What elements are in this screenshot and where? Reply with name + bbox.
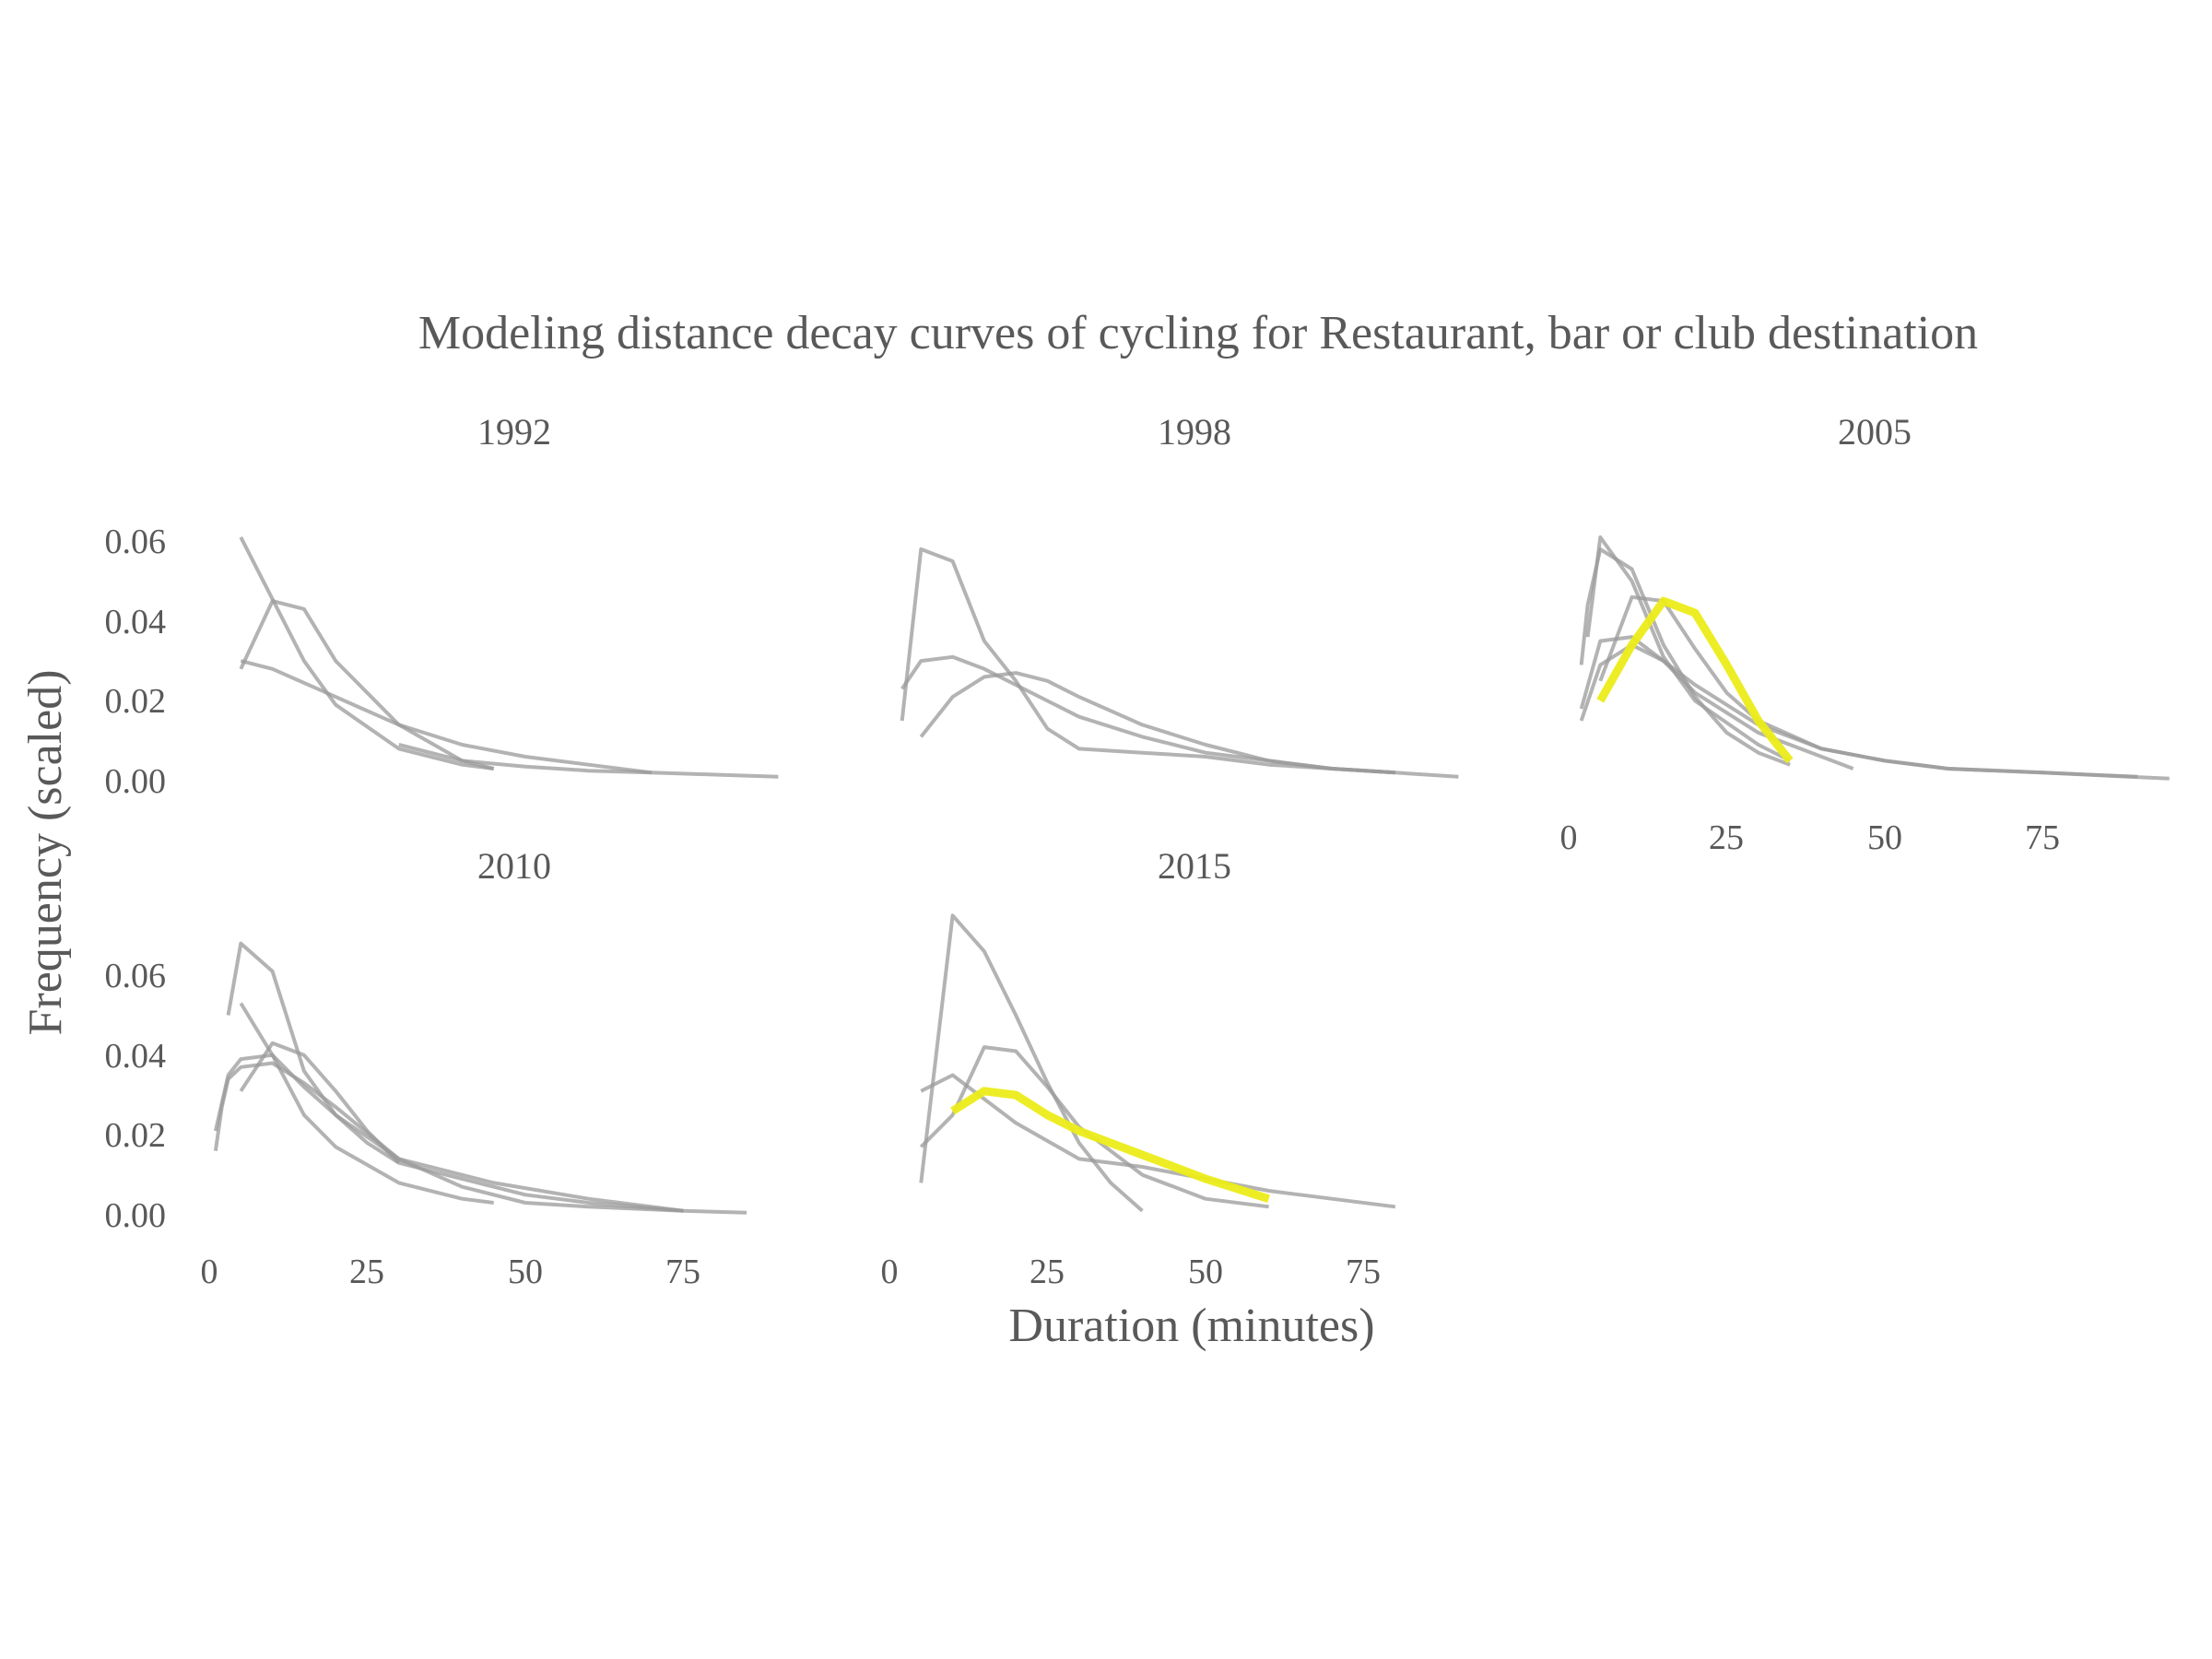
y-tick-label: 0.02	[105, 682, 167, 721]
y-tick-label: 0.06	[105, 957, 167, 995]
x-tick-label: 0	[201, 1253, 218, 1291]
y-tick-label: 0.04	[105, 1037, 167, 1076]
x-axis-ticks-2005: 0 25 50 75	[1560, 818, 2061, 857]
series-line-2	[919, 1045, 1269, 1209]
series-line-5	[239, 1041, 401, 1165]
x-tick-label: 25	[1030, 1253, 1065, 1291]
series-line-3	[919, 671, 1459, 779]
y-axis-ticks-top-row: 0.00 0.02 0.04 0.06	[105, 523, 167, 801]
panel-label-2005: 2005	[1838, 411, 1912, 453]
x-tick-label: 75	[665, 1253, 700, 1291]
y-tick-label: 0.00	[105, 1196, 167, 1235]
series-line-1	[226, 941, 684, 1213]
y-axis-ticks-bottom-row: 0.00 0.02 0.04 0.06	[105, 957, 167, 1235]
series-line-1	[1579, 547, 1791, 767]
x-tick-label: 25	[349, 1253, 384, 1291]
panel-label-1998: 1998	[1158, 411, 1231, 453]
x-tick-label: 0	[1560, 818, 1578, 857]
y-axis-title: Frequency (scaled)	[19, 669, 72, 1035]
series-line-4	[213, 1053, 747, 1215]
series-line-3	[920, 1073, 1396, 1209]
panel-1998: 1998	[900, 411, 1459, 779]
x-tick-label: 75	[1346, 1253, 1381, 1291]
y-tick-label: 0.06	[105, 523, 167, 561]
x-tick-label: 50	[508, 1253, 543, 1291]
x-tick-label: 0	[881, 1253, 899, 1291]
panel-1992: 1992	[239, 411, 779, 779]
x-tick-label: 25	[1709, 818, 1744, 857]
highlight-series-line	[1596, 596, 1794, 764]
x-tick-label: 75	[2025, 818, 2060, 857]
chart-title: Modeling distance decay curves of cyclin…	[418, 307, 1978, 359]
y-tick-label: 0.02	[105, 1116, 167, 1155]
panel-label-2015: 2015	[1158, 845, 1231, 887]
series-line-3	[213, 1061, 684, 1213]
x-tick-label: 50	[1188, 1253, 1223, 1291]
x-axis-ticks-2015: 0 25 50 75	[881, 1253, 1382, 1291]
highlight-series-line	[950, 1087, 1270, 1203]
series-line-2	[900, 654, 1395, 775]
panel-2015: 2015	[919, 845, 1396, 1213]
series-line-2	[1585, 535, 1792, 763]
panel-2010: 2010	[213, 845, 747, 1215]
series-line-3	[240, 659, 653, 775]
series-line-1	[919, 913, 1144, 1213]
panel-2005: 2005	[1579, 411, 2170, 781]
series-line-4	[398, 743, 779, 779]
series-line-1	[900, 547, 1395, 775]
series-line-2	[239, 535, 494, 771]
x-tick-label: 50	[1867, 818, 1902, 857]
x-axis-title: Duration (minutes)	[1008, 1300, 1374, 1352]
panel-label-1992: 1992	[477, 411, 551, 453]
y-tick-label: 0.00	[105, 762, 167, 801]
panel-label-2010: 2010	[477, 845, 551, 887]
y-tick-label: 0.04	[105, 603, 167, 641]
x-axis-ticks-2010: 0 25 50 75	[201, 1253, 701, 1291]
